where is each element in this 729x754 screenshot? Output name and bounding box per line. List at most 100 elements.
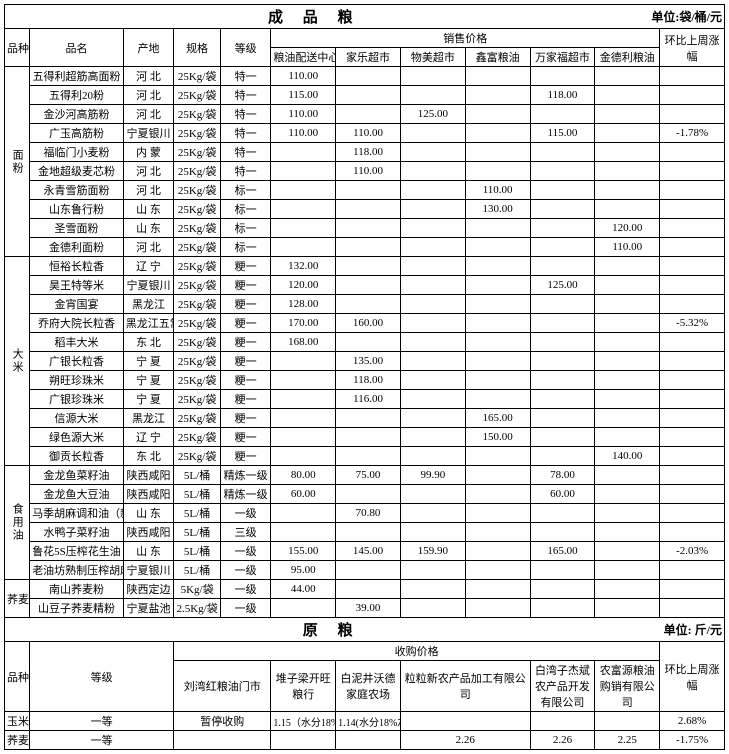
cell-cd: 宁夏银川 — [123, 561, 173, 580]
cell-v5 — [595, 162, 660, 181]
cell-v1: 116.00 — [336, 390, 401, 409]
cell-v4: 165.00 — [530, 542, 595, 561]
finished-grain-table: 成 品 粮 单位:袋/桶/元 品种 品名 产地 规格 等级 销售价格 环比上周涨… — [4, 4, 725, 750]
cell-v1 — [336, 333, 401, 352]
cell-v0: 132.00 — [271, 257, 336, 276]
cell-v2 — [400, 67, 465, 86]
cell-v0 — [271, 504, 336, 523]
cell-gg: 5L/桶 — [174, 485, 221, 504]
cell-pm: 南山荞麦粉 — [30, 580, 124, 599]
cell-v3 — [465, 580, 530, 599]
ym-v5 — [595, 712, 660, 731]
hdr2-col-2: 白泥井沃德家庭农场 — [336, 661, 401, 712]
table-row: 马季胡麻调和油（新增）山 东5L/桶一级70.80 — [5, 504, 725, 523]
cell-v4 — [530, 257, 595, 276]
cell-gg: 25Kg/袋 — [174, 124, 221, 143]
cell-v2 — [400, 276, 465, 295]
cell-v4: 78.00 — [530, 466, 595, 485]
table-row: 金龙鱼大豆油陕西咸阳5L/桶精炼一级60.0060.00 — [5, 485, 725, 504]
cell-v2 — [400, 181, 465, 200]
cell-v1: 39.00 — [336, 599, 401, 618]
cell-v2 — [400, 314, 465, 333]
cell-hb — [660, 333, 725, 352]
cell-v2 — [400, 352, 465, 371]
ym-v4 — [530, 712, 595, 731]
cell-dj: 粳一 — [220, 257, 270, 276]
cell-v1 — [336, 105, 401, 124]
cell-v2 — [400, 409, 465, 428]
cell-hb — [660, 295, 725, 314]
cell-gg: 5L/桶 — [174, 542, 221, 561]
cell-gg: 25Kg/袋 — [174, 428, 221, 447]
cell-v2: 125.00 — [400, 105, 465, 124]
cell-v5 — [595, 428, 660, 447]
cell-hb — [660, 219, 725, 238]
cell-v3 — [465, 504, 530, 523]
cell-pm: 御贡长粒香 — [30, 447, 124, 466]
cell-v0: 128.00 — [271, 295, 336, 314]
cell-v1 — [336, 523, 401, 542]
cell-gg: 25Kg/袋 — [174, 105, 221, 124]
cell-v3 — [465, 390, 530, 409]
table-row: 面粉五得利超筋高面粉河 北25Kg/袋特一110.00 — [5, 67, 725, 86]
cell-v5 — [595, 485, 660, 504]
table-row: 广玉高筋粉宁夏银川25Kg/袋特一110.00110.00115.00-1.78… — [5, 124, 725, 143]
cell-v2 — [400, 561, 465, 580]
cell-v3 — [465, 295, 530, 314]
cell-cd: 陕西咸阳 — [123, 523, 173, 542]
cell-v0 — [271, 523, 336, 542]
cell-v5 — [595, 466, 660, 485]
cell-v5: 110.00 — [595, 238, 660, 257]
hdr-xsjg: 销售价格 — [271, 29, 660, 48]
cell-v3 — [465, 162, 530, 181]
cell-v1: 135.00 — [336, 352, 401, 371]
table-row: 绿色源大米辽 宁25Kg/袋粳一150.00 — [5, 428, 725, 447]
cell-v2 — [400, 428, 465, 447]
cell-v4 — [530, 314, 595, 333]
cell-hb — [660, 276, 725, 295]
cell-v0 — [271, 371, 336, 390]
cell-hb — [660, 257, 725, 276]
cell-hb: -1.78% — [660, 124, 725, 143]
cell-pm: 山豆子荞麦精粉 — [30, 599, 124, 618]
table-row: 鲁花5S压榨花生油山 东5L/桶一级155.00145.00159.90165.… — [5, 542, 725, 561]
cell-v5 — [595, 371, 660, 390]
cell-v2 — [400, 162, 465, 181]
unit-finished-grain: 单位:袋/桶/元 — [400, 5, 724, 29]
title-finished-grain: 成 品 粮 — [5, 5, 401, 29]
qm-v2 — [336, 731, 401, 750]
hdr-pz: 品种 — [5, 29, 30, 67]
cell-v1 — [336, 485, 401, 504]
cell-v5 — [595, 181, 660, 200]
table-row: 广银长粒香宁 夏25Kg/袋粳一135.00 — [5, 352, 725, 371]
cell-v0 — [271, 238, 336, 257]
table-row: 金宵国宴黑龙江25Kg/袋粳一128.00 — [5, 295, 725, 314]
cell-dj: 粳一 — [220, 352, 270, 371]
cell-v1: 145.00 — [336, 542, 401, 561]
cell-v1: 110.00 — [336, 162, 401, 181]
hdr-hbsz: 环比上周涨幅 — [660, 29, 725, 67]
hdr-gg: 规格 — [174, 29, 221, 67]
cell-gg: 2.5Kg/袋 — [174, 599, 221, 618]
cell-v3 — [465, 542, 530, 561]
cell-gg: 5L/桶 — [174, 466, 221, 485]
cell-v1 — [336, 67, 401, 86]
cell-v0 — [271, 599, 336, 618]
cell-dj: 粳一 — [220, 295, 270, 314]
table-row: 五得利20粉河 北25Kg/袋特一115.00118.00 — [5, 86, 725, 105]
qm-v5: 2.25 — [595, 731, 660, 750]
cell-cd: 山 东 — [123, 542, 173, 561]
cell-v0 — [271, 409, 336, 428]
cat-ym: 玉米 — [5, 712, 30, 731]
table-row: 永青雪筋面粉河 北25Kg/袋标一110.00 — [5, 181, 725, 200]
cell-cd: 山 东 — [123, 200, 173, 219]
cell-hb — [660, 599, 725, 618]
cell-gg: 5L/桶 — [174, 561, 221, 580]
ym-v1: 1.15（水分18%左右） — [271, 712, 336, 731]
cat-mianfen: 面粉 — [5, 67, 30, 257]
cell-v3 — [465, 561, 530, 580]
row-qm: 荞麦 一等 2.26 2.26 2.25 -1.75% — [5, 731, 725, 750]
hdr-dj: 等级 — [220, 29, 270, 67]
table-row: 水鸭子菜籽油陕西咸阳5L/桶三级 — [5, 523, 725, 542]
cell-v2 — [400, 599, 465, 618]
